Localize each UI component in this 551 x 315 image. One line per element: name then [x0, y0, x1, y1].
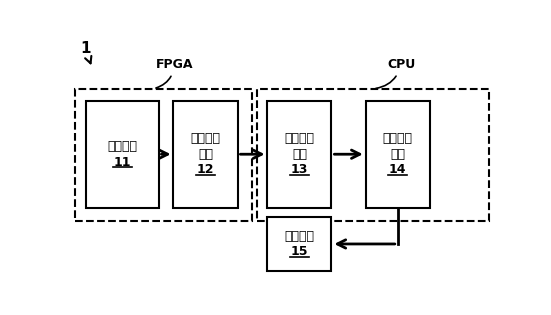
Text: 单元: 单元	[198, 148, 213, 161]
Text: 显示单元: 显示单元	[284, 230, 315, 243]
Text: 14: 14	[389, 163, 407, 176]
Text: 12: 12	[197, 163, 214, 176]
Text: 获取单元: 获取单元	[107, 140, 137, 153]
FancyBboxPatch shape	[174, 101, 237, 208]
FancyBboxPatch shape	[267, 101, 332, 208]
Text: 第二处理: 第二处理	[284, 132, 315, 145]
FancyBboxPatch shape	[366, 101, 430, 208]
Text: 第一处理: 第一处理	[191, 132, 220, 145]
Text: 11: 11	[114, 156, 131, 169]
FancyBboxPatch shape	[267, 217, 332, 271]
Text: 13: 13	[291, 163, 308, 176]
Text: 1: 1	[80, 41, 91, 63]
Text: 单元: 单元	[390, 148, 405, 161]
Text: FPGA: FPGA	[156, 58, 193, 88]
Text: 第三处理: 第三处理	[383, 132, 413, 145]
FancyBboxPatch shape	[86, 101, 159, 208]
Text: 15: 15	[291, 245, 308, 258]
Text: CPU: CPU	[376, 58, 415, 89]
Text: 单元: 单元	[292, 148, 307, 161]
